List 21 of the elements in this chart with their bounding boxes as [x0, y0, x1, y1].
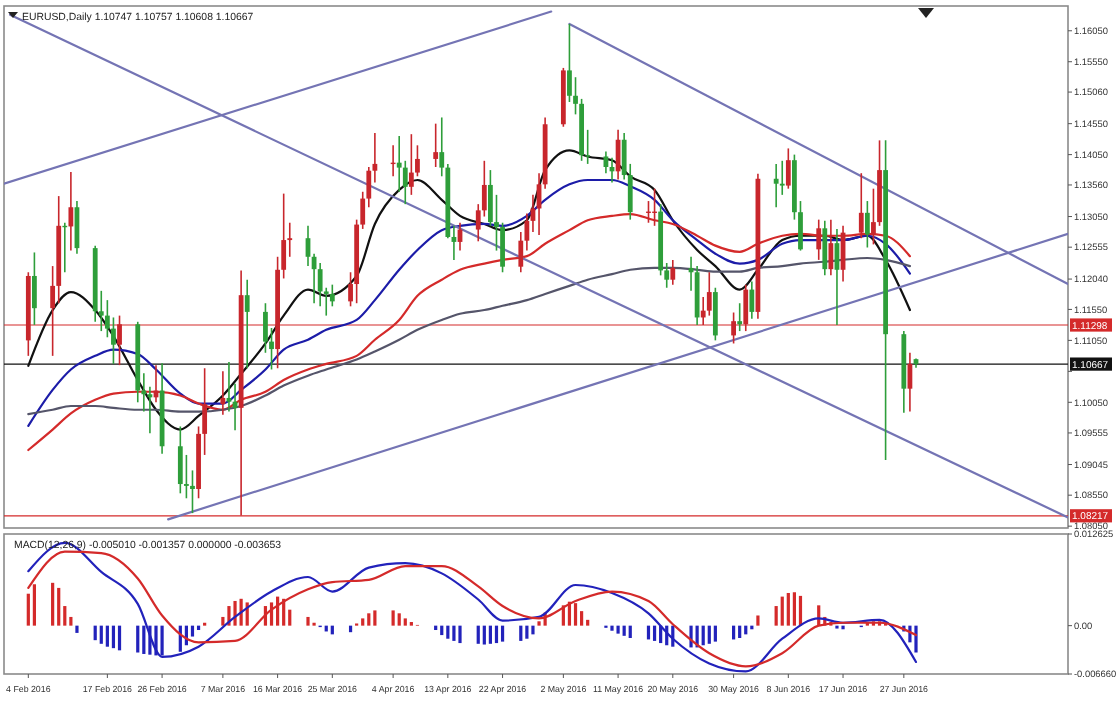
candlestick — [244, 278, 250, 370]
candlestick — [773, 163, 779, 209]
candlestick — [670, 259, 676, 286]
candlestick — [68, 171, 74, 252]
candlestick — [220, 370, 226, 416]
candlestick — [32, 251, 37, 326]
candlestick — [816, 218, 822, 261]
candlestick — [785, 147, 791, 190]
candlestick — [177, 425, 183, 495]
candlestick — [822, 220, 828, 277]
candlestick — [329, 283, 335, 308]
candlestick — [864, 200, 870, 249]
candlestick — [828, 218, 834, 277]
candlestick — [737, 302, 743, 332]
candlestick — [317, 262, 323, 308]
candlestick — [706, 271, 712, 317]
candlestick — [408, 133, 414, 196]
candlestick — [433, 122, 439, 168]
candlestick — [712, 286, 718, 342]
candlestick — [749, 280, 755, 320]
candlestick — [694, 265, 700, 326]
